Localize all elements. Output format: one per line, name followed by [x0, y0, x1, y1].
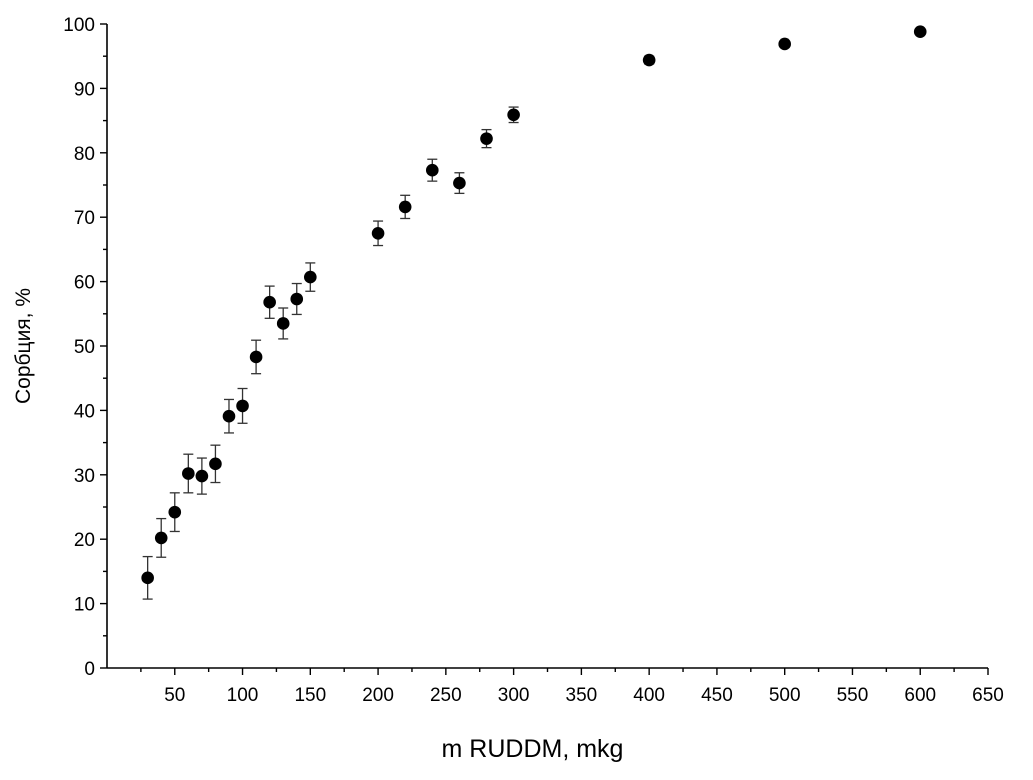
data-point: [304, 270, 317, 284]
y-tick-label: 40: [74, 401, 95, 422]
x-tick-label: 500: [769, 685, 801, 706]
x-tick-label: 350: [566, 685, 598, 706]
data-point: [195, 469, 209, 483]
data-point: [425, 163, 439, 177]
data-point: [778, 37, 791, 51]
data-point: [249, 350, 263, 364]
x-tick-label: 300: [498, 685, 530, 706]
data-points: [141, 25, 927, 585]
y-tick-label: 30: [74, 466, 95, 487]
data-point: [276, 317, 290, 330]
data-point: [263, 295, 276, 309]
data-point: [913, 25, 927, 39]
y-ticks: 0 10 20 30 40 50 60 70 80 90 100: [63, 15, 107, 680]
data-point: [209, 457, 222, 471]
data-point: [642, 53, 656, 67]
x-ticks: 50 100 150 200 250 300 350 400 450 500 550 600 650: [140, 668, 1004, 706]
x-tick-label: 450: [701, 685, 733, 706]
data-point: [453, 176, 466, 190]
y-tick-label: 90: [74, 79, 95, 100]
x-axis-title: m RUDDM, mkg: [442, 735, 624, 763]
y-tick-label: 20: [74, 530, 95, 551]
x-tick-label: 50: [164, 685, 185, 706]
data-point: [398, 200, 412, 214]
y-tick-label: 50: [74, 337, 95, 358]
data-point: [168, 505, 182, 519]
x-tick-label: 650: [972, 685, 1004, 706]
y-tick-label: 80: [74, 144, 95, 165]
y-tick-label: 100: [63, 15, 95, 36]
y-tick-label: 10: [74, 595, 95, 616]
x-tick-label: 100: [227, 685, 259, 706]
y-tick-label: 70: [74, 208, 95, 229]
data-point: [480, 132, 493, 145]
x-tick-label: 600: [904, 685, 936, 706]
y-tick-label: 0: [84, 659, 95, 680]
data-point: [154, 531, 168, 545]
axes: [106, 24, 988, 669]
x-tick-label: 400: [633, 685, 665, 706]
x-tick-label: 550: [837, 685, 869, 706]
data-point: [182, 467, 195, 480]
data-point: [290, 292, 304, 306]
x-tick-label: 200: [362, 685, 394, 706]
x-tick-label: 150: [294, 685, 326, 706]
y-tick-label: 60: [74, 273, 95, 294]
error-bars: [142, 29, 926, 600]
data-point: [141, 571, 154, 585]
data-point: [222, 409, 236, 423]
data-point: [236, 399, 249, 413]
data-point: [371, 227, 385, 240]
data-point: [507, 108, 520, 122]
y-axis-title: Сорбция, %: [12, 288, 35, 404]
x-tick-label: 250: [430, 685, 462, 706]
